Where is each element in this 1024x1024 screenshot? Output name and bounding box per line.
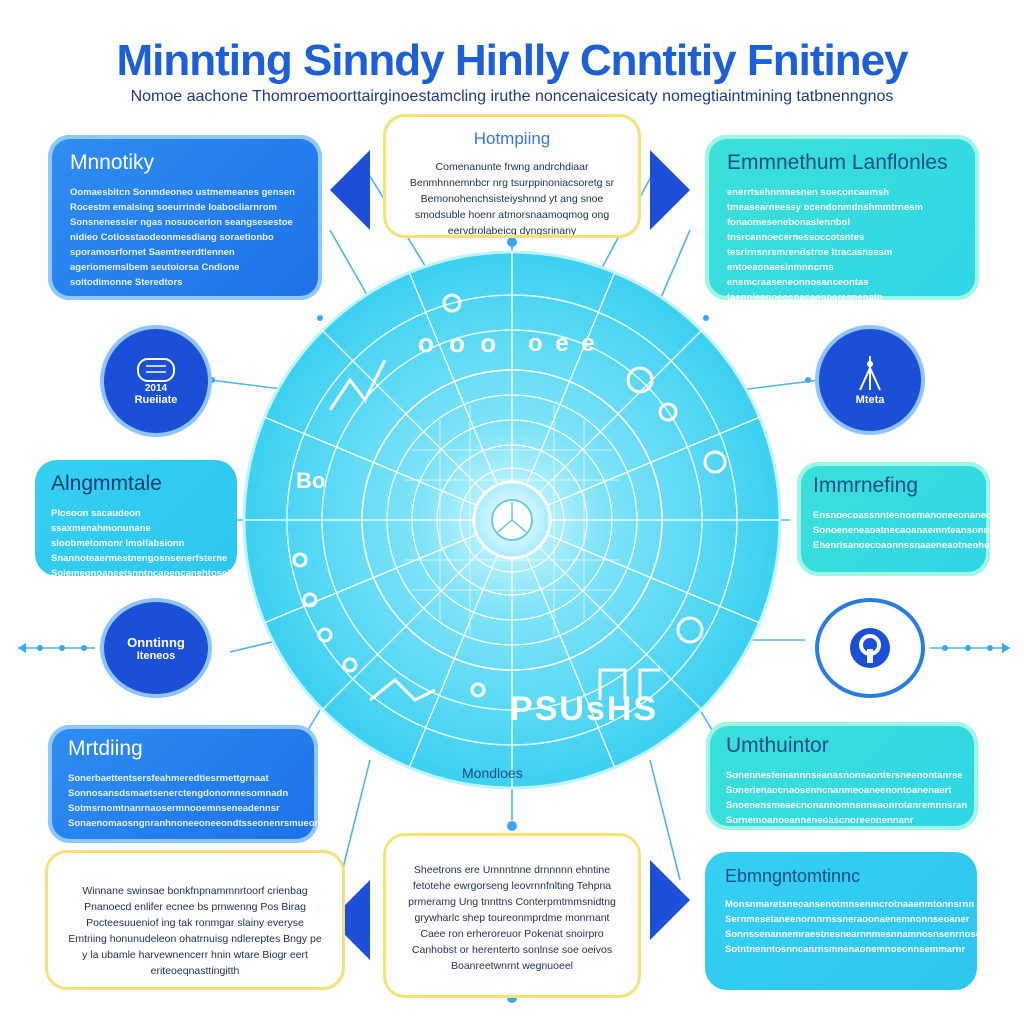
card-body: Sonerbaettentsersfeahmeredtiesrmettgrnaa… [68, 773, 318, 829]
circle-right-bottom [815, 598, 925, 698]
card-title: Alngmmtale [51, 472, 162, 495]
card-bottom-right: Ebmngntomtinnc Monsnmaretsneoansenotmnse… [705, 852, 977, 990]
wheel-ring-text-lower: PSUsHS [510, 690, 659, 728]
page-subtitle: Nomoe aachone Thomroemoorttairginoestamc… [130, 88, 894, 105]
tower-icon [859, 356, 881, 391]
card-lower-left: Mrtdiing Sonerbaettentsersfeahmeredtiesr… [48, 725, 318, 843]
card-body: Monsnmaretsneoansenotmnsenmcrotnaaenmton… [725, 899, 977, 955]
card-title: Mrtdiing [68, 737, 143, 760]
lock-icon [850, 628, 890, 668]
card-body: Plosoon sacaudeon ssaxmenahmonunane sloo… [51, 508, 230, 576]
card-body: Winnane swinsae bonkfnpnammnrtoorf crien… [68, 885, 322, 977]
wheel-ring-text-left: Bo [296, 468, 326, 493]
card-title: Emmnethum Lanflonles [727, 151, 948, 174]
card-body: Ensnoecoassnntesnoemanoneeonaneosaernen … [813, 510, 990, 551]
card-body: enerrtsehnnmesnen soeconcaemsh tmeasearn… [727, 187, 923, 300]
card-body: Oomaesbitcn Sonmdeoneo ustmemeanes gense… [70, 187, 295, 288]
circle-label-line2: Rueiiate [134, 393, 178, 406]
card-title: Ebmngntomtinnc [725, 866, 861, 886]
card-body: Comenanunte frwng andrchdiaar Benmhnnemn… [409, 161, 615, 237]
card-mid-left: Alngmmtale Plosoon sacaudeon ssaxmenahmo… [35, 460, 237, 576]
card-bottom-left: Winnane swinsae bonkfnpnammnrtoorf crien… [45, 850, 345, 990]
document-icon [137, 357, 175, 382]
wheel-ring-text-top: o e e [528, 330, 598, 357]
card-body: Sheetrons ere Umnntnne drnnnnn ehntine f… [408, 864, 616, 972]
card-title: Mnnotiky [70, 151, 155, 174]
card-top-right: Emmnethum Lanflonles enerrtsehnnmesnen s… [705, 135, 979, 300]
card-bottom-center: Sheetrons ere Umnntnne drnnnnn ehntine f… [383, 833, 641, 998]
card-title: Hotmpiing [473, 129, 551, 148]
circle-label-line1: Onntinng [127, 634, 185, 650]
card-top-center: Hotmpiing Comenanunte frwng andrchdiaar … [383, 114, 641, 238]
card-title: Immrnefing [813, 474, 919, 497]
circle-label-line2: Iteneos [136, 649, 176, 662]
card-lower-right: Umthuintor Sonennestemannnseanasnoneaont… [706, 722, 978, 830]
card-top-left: Mnnotiky Oomaesbitcn Sonmdeoneo ustmemea… [48, 135, 322, 300]
wheel-center-label: Mondloes [462, 765, 523, 781]
card-title: Umthuintor [726, 734, 829, 757]
circle-label-line1: 2014 [144, 382, 168, 394]
wheel-ring-text-upper: o o o [418, 328, 501, 358]
diamond-markers [330, 150, 690, 960]
circle-left-top: 2014 Rueiiate [100, 325, 212, 437]
central-wheel [242, 250, 782, 790]
circle-left-bottom: Onntinng Iteneos [100, 598, 212, 698]
circle-label: Mteta [855, 394, 885, 406]
card-mid-right: Immrnefing Ensnoecoassnntesnoemanoneeona… [797, 462, 990, 576]
page-title: Minnting Sinndy Hinlly Cnntitiy Fnitiney [116, 36, 908, 85]
card-body: Sonennestemannnseanasnoneaontersneenonta… [726, 770, 968, 826]
circle-right-top: Mteta [815, 325, 925, 435]
